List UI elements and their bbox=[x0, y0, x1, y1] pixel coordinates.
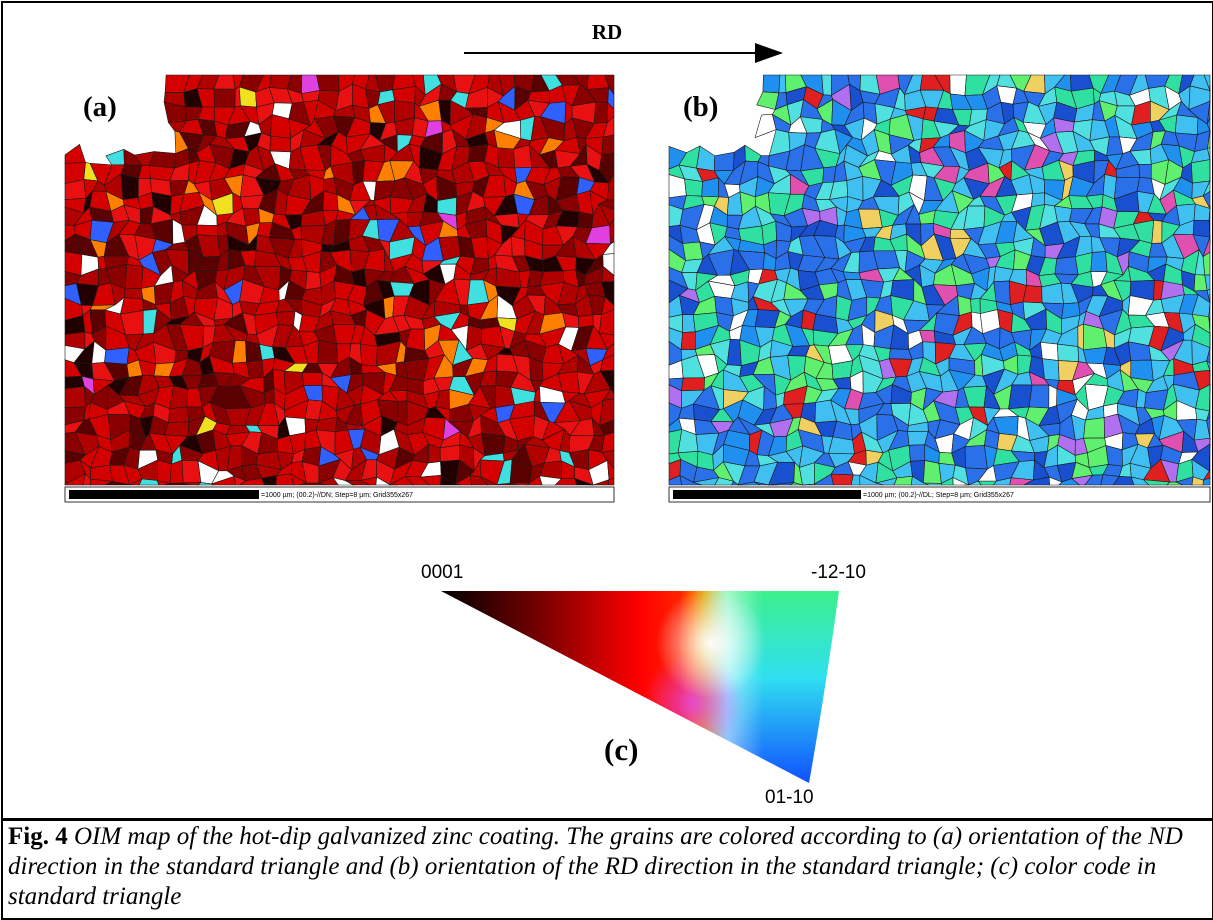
grain bbox=[318, 340, 338, 364]
grain bbox=[909, 445, 925, 462]
panel-label: (b) bbox=[683, 91, 718, 123]
grain bbox=[1057, 344, 1078, 362]
grain bbox=[65, 387, 85, 408]
scale-bar-text: =1000 µm; (00.2)-//DL; Step=8 µm; Grid35… bbox=[863, 492, 1014, 499]
grain bbox=[360, 344, 377, 366]
grain bbox=[843, 272, 861, 280]
caption: Fig. 4 OIM map of the hot-dip galvanized… bbox=[1, 818, 1213, 920]
scale-bar bbox=[673, 490, 861, 499]
grain bbox=[514, 145, 532, 168]
color-triangle bbox=[433, 583, 853, 793]
grain bbox=[822, 75, 832, 95]
grain bbox=[1009, 385, 1032, 409]
figure: RD (a) (b) =1000 µm; (00.2)-//DN; Step=8… bbox=[3, 3, 1212, 819]
grain bbox=[1083, 347, 1107, 364]
grain bbox=[276, 474, 293, 485]
grain bbox=[831, 474, 853, 485]
grain bbox=[965, 445, 987, 469]
grain bbox=[681, 378, 704, 391]
grain bbox=[858, 209, 882, 229]
grain bbox=[197, 225, 218, 236]
grain bbox=[511, 236, 525, 256]
grain bbox=[302, 372, 322, 385]
grain bbox=[164, 422, 188, 437]
grain bbox=[697, 146, 715, 171]
grain bbox=[1193, 220, 1210, 237]
panel-label: (a) bbox=[83, 91, 117, 123]
grain bbox=[994, 281, 1011, 305]
grain bbox=[481, 434, 505, 456]
grain-map-b bbox=[669, 75, 1210, 485]
grain bbox=[246, 360, 263, 378]
grain bbox=[306, 271, 322, 289]
arrow-label: RD bbox=[592, 20, 622, 44]
grain bbox=[125, 265, 143, 289]
caption-text: OIM map of the hot-dip galvanized zinc c… bbox=[8, 823, 1183, 910]
grain bbox=[1042, 283, 1064, 304]
grain bbox=[1175, 115, 1198, 135]
grain bbox=[1023, 285, 1042, 302]
grain bbox=[1055, 257, 1078, 275]
grain bbox=[149, 152, 175, 169]
grain bbox=[763, 75, 780, 93]
grain bbox=[1040, 342, 1058, 360]
grain bbox=[971, 299, 981, 314]
grain bbox=[1049, 385, 1057, 408]
grain bbox=[398, 401, 408, 425]
grain bbox=[602, 135, 614, 155]
grain bbox=[1029, 385, 1049, 408]
grain bbox=[1084, 418, 1105, 439]
grain bbox=[90, 465, 112, 481]
grain bbox=[437, 197, 456, 215]
figure-frame: RD (a) (b) =1000 µm; (00.2)-//DN; Step=8… bbox=[1, 1, 1213, 821]
grain bbox=[745, 145, 761, 161]
grain bbox=[685, 179, 703, 196]
grain bbox=[121, 174, 139, 200]
grain bbox=[440, 445, 460, 462]
grain bbox=[317, 75, 340, 91]
grain-map-a bbox=[65, 75, 614, 485]
grain bbox=[270, 136, 291, 152]
grain bbox=[578, 212, 593, 228]
grain bbox=[157, 460, 171, 483]
grain bbox=[683, 242, 703, 260]
grain bbox=[104, 348, 129, 365]
grain bbox=[1191, 160, 1210, 183]
grain bbox=[779, 75, 786, 93]
scale-bar bbox=[69, 490, 259, 499]
corner-label: 0001 bbox=[421, 562, 463, 583]
corner-label: -12-10 bbox=[811, 562, 866, 583]
grain bbox=[1042, 359, 1059, 381]
grain bbox=[276, 311, 295, 326]
grain bbox=[594, 102, 607, 123]
grain bbox=[1131, 360, 1154, 381]
grain bbox=[65, 144, 86, 163]
grain bbox=[681, 332, 695, 350]
grain bbox=[497, 148, 514, 168]
grain bbox=[106, 149, 125, 165]
grain bbox=[214, 89, 236, 107]
grain bbox=[1139, 164, 1151, 178]
corner-label: 01-10 bbox=[765, 787, 814, 808]
grain bbox=[1091, 252, 1107, 272]
caption-label: Fig. 4 bbox=[8, 823, 68, 850]
triangle-fill bbox=[433, 583, 853, 793]
panel-label: (c) bbox=[604, 732, 638, 767]
grain bbox=[714, 152, 734, 171]
grain bbox=[950, 75, 967, 95]
grain bbox=[1054, 206, 1072, 222]
grain bbox=[182, 460, 201, 482]
scale-bar-text: =1000 µm; (00.2)-//DN; Step=8 µm; Grid35… bbox=[261, 492, 413, 499]
grain bbox=[1078, 324, 1084, 350]
grain bbox=[1152, 220, 1162, 243]
grain bbox=[169, 407, 189, 423]
